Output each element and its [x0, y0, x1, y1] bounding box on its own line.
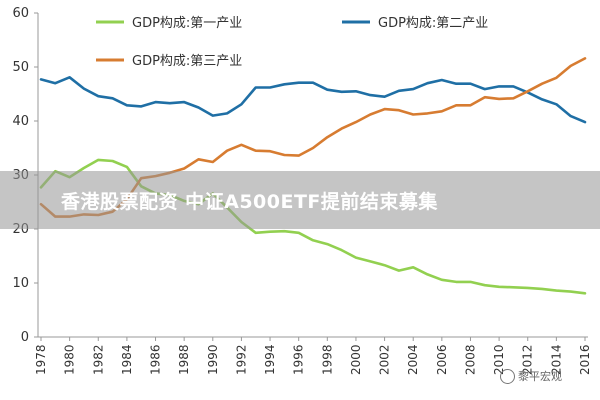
x-tick-label: 1990 [206, 344, 220, 375]
headline-banner: 香港股票配资 中证A500ETF提前结束募集 [0, 171, 600, 229]
y-tick-label: 60 [12, 6, 29, 21]
x-tick-label: 2000 [349, 344, 363, 375]
chart-legend: GDP构成:第一产业 GDP构成:第二产业 GDP构成:第三产业 [96, 16, 488, 69]
y-tick-label: 10 [12, 276, 29, 291]
legend-label-3: GDP构成:第三产业 [132, 54, 242, 69]
x-tick-label: 1996 [292, 344, 306, 375]
x-tick-label: 2006 [435, 344, 449, 375]
x-tick-label: 2004 [406, 344, 420, 375]
x-tick-label: 1982 [91, 344, 105, 375]
watermark: 黎平宏观 [500, 368, 562, 384]
legend-label-1: GDP构成:第一产业 [132, 16, 242, 31]
legend-label-2: GDP构成:第二产业 [378, 16, 488, 31]
x-tick-label: 2002 [378, 344, 392, 375]
x-tick-label: 2010 [492, 344, 506, 375]
x-tick-label: 2012 [521, 344, 535, 375]
series-line-2 [39, 76, 587, 124]
x-tick-label: 2014 [549, 344, 563, 375]
y-tick-label: 0 [21, 330, 29, 345]
x-tick-label: 1980 [63, 344, 77, 375]
x-tick-label: 2008 [463, 344, 477, 375]
headline-text[interactable]: 香港股票配资 中证A500ETF提前结束募集 [61, 190, 438, 213]
x-tick-label: 1986 [149, 344, 163, 375]
y-tick-label: 50 [12, 60, 29, 75]
watermark-text: 黎平宏观 [518, 370, 562, 383]
x-tick-label: 1994 [263, 344, 277, 375]
x-tick-label: 1988 [177, 344, 191, 375]
x-tick-label: 2016 [578, 344, 592, 375]
y-tick-label: 40 [12, 114, 29, 129]
x-tick-label: 1998 [320, 344, 334, 375]
x-tick-label: 1992 [234, 344, 248, 375]
x-tick-label: 1984 [120, 344, 134, 375]
wechat-icon [500, 368, 515, 384]
x-tick-label: 1978 [34, 344, 48, 375]
